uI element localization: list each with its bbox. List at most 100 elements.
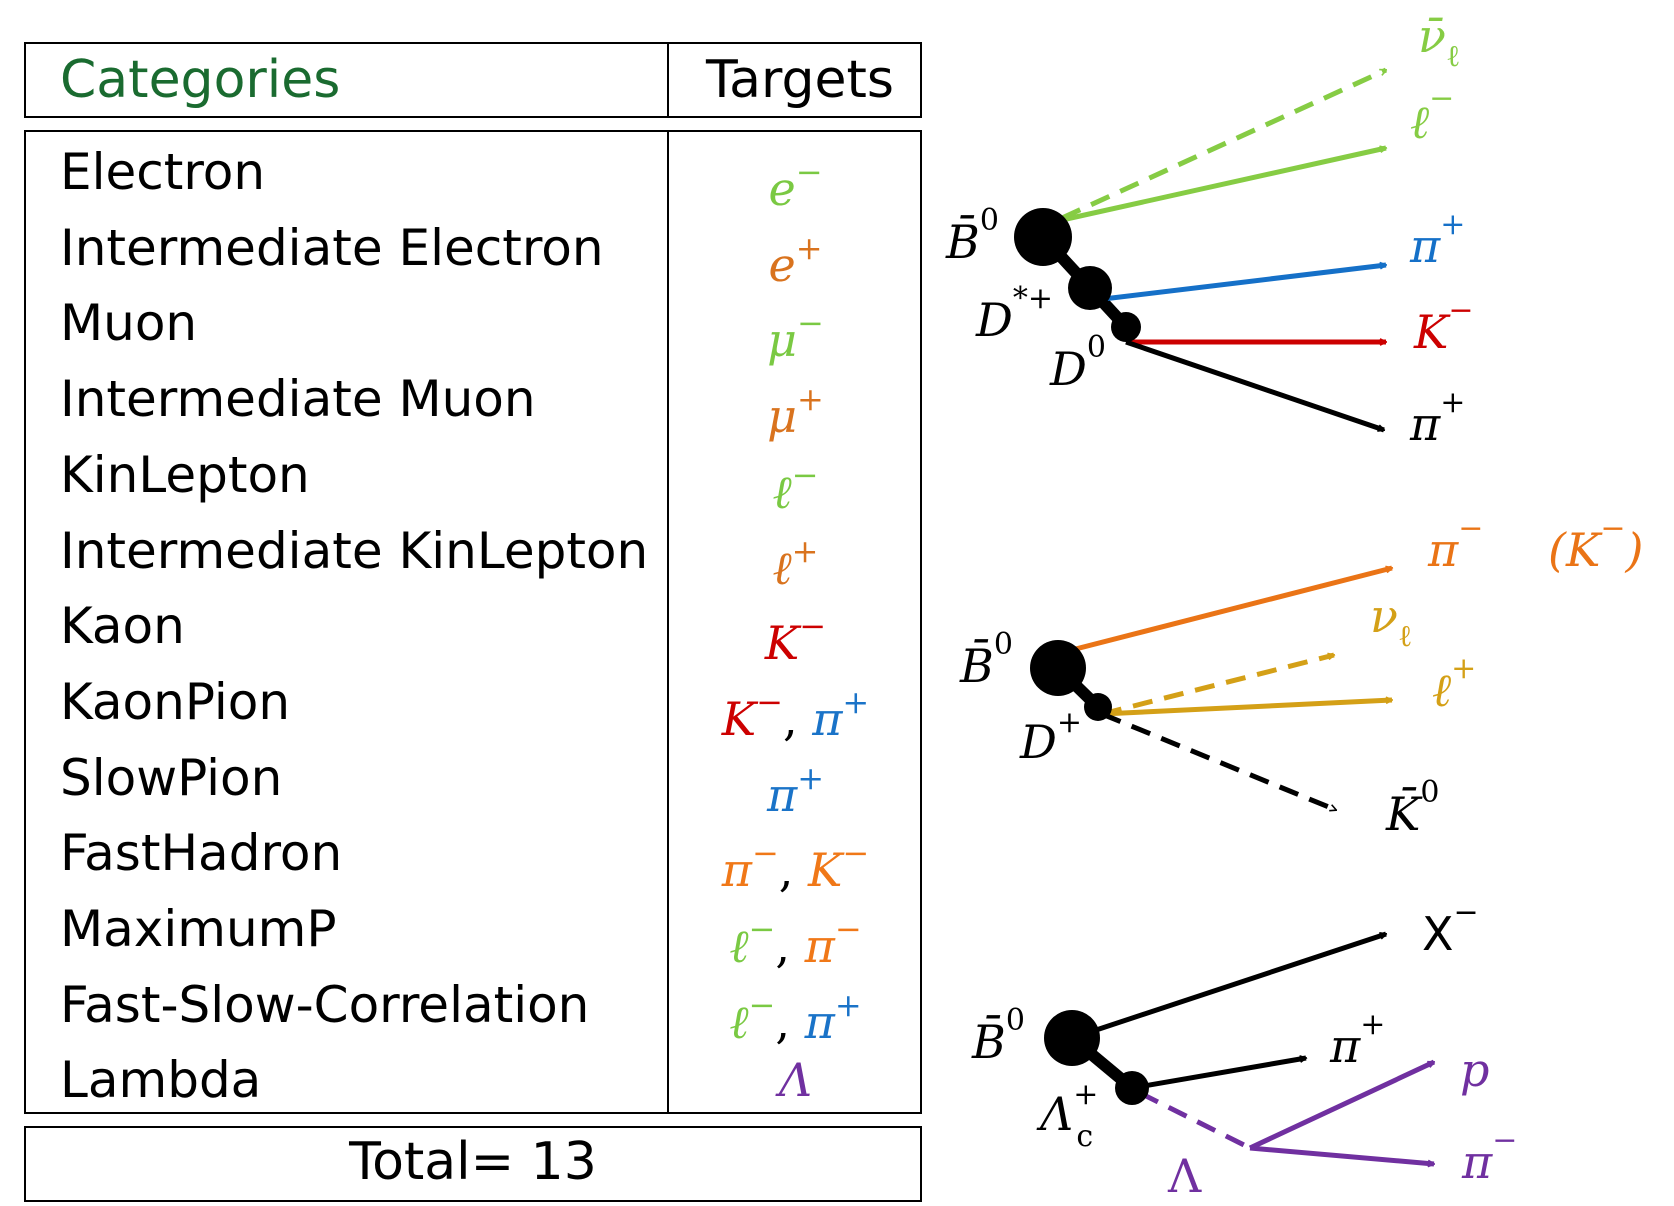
header-categories: Categories (60, 50, 341, 110)
category-label: Muon (60, 294, 198, 353)
target-symbol: ℓ− (729, 985, 776, 1049)
target-symbol: e− (768, 153, 823, 216)
table-row: KaonPion K−, π+ (24, 664, 922, 746)
header-targets: Targets (706, 50, 894, 110)
target-symbol: π− (721, 834, 779, 898)
label-pion-minus-3: π− (1461, 1123, 1517, 1189)
category-label: Fast-Slow-Correlation (60, 975, 590, 1034)
label-Lambda-c: Λ+ c (1036, 1077, 1098, 1154)
table-row: Intermediate KinLepton ℓ+ (24, 513, 922, 595)
target-symbol: π+ (766, 758, 825, 822)
table-row: Muon μ− (24, 285, 922, 367)
target-symbol: π+ (812, 682, 870, 746)
targets-cell: K−, π+ (721, 682, 870, 746)
body-divider (667, 130, 669, 1114)
label-kaon: K− (1413, 293, 1474, 359)
arrow-pion-minus (1059, 565, 1392, 656)
label-K0-bar: K̄0 (1385, 775, 1439, 841)
target-symbol: μ− (767, 304, 824, 368)
arrow-proton (1248, 1059, 1434, 1151)
total-box (24, 1126, 922, 1202)
targets-cell: ℓ− (669, 437, 922, 530)
category-label: KaonPion (60, 672, 291, 731)
label-kaon-alt: (K−) (1548, 511, 1643, 577)
target-symbol: ℓ− (729, 910, 776, 973)
targets-cell: μ+ (669, 361, 922, 454)
label-lepton-plus: ℓ+ (1432, 651, 1476, 717)
diagram-2 (1030, 565, 1392, 813)
label-B-2: B̄0 (959, 627, 1013, 693)
category-label: Intermediate Muon (60, 370, 536, 429)
target-symbol: ℓ+ (772, 531, 819, 595)
target-symbol: K− (721, 682, 783, 746)
table-row: Electron e− (24, 134, 922, 216)
label-nu: νℓ (1370, 589, 1412, 654)
target-symbol: e+ (768, 228, 823, 292)
category-label: Intermediate Electron (60, 218, 604, 277)
arrow-nu-bar (1060, 67, 1386, 221)
targets-cell: ℓ−, π− (729, 910, 862, 973)
arrow-lepton-plus (1101, 700, 1392, 717)
label-X-minus: X− (1422, 895, 1479, 961)
targets-cell: π+ (669, 740, 922, 833)
label-slow-pion: π+ (1409, 207, 1465, 273)
table-row: Fast-Slow-Correlation ℓ−, π+ (24, 967, 922, 1049)
table-row: Intermediate Muon μ+ (24, 361, 922, 443)
vertex-D0 (1111, 312, 1141, 342)
arrow-slow-pion (1094, 265, 1386, 303)
category-label: Lambda (60, 1051, 262, 1110)
category-label: SlowPion (60, 748, 283, 807)
arrow-nu (1101, 652, 1334, 717)
table-row: FastHadron π−, K− (24, 815, 922, 897)
target-symbol: K− (764, 607, 827, 671)
target-symbol: K− (808, 834, 870, 898)
arrow-pion (1125, 339, 1384, 433)
table-header-box (24, 42, 922, 118)
targets-cell: π−, K− (721, 834, 870, 898)
arrow-K0 (1101, 711, 1336, 813)
category-label: MaximumP (60, 900, 337, 958)
label-proton: p (1460, 1043, 1489, 1097)
targets-cell: e− (669, 134, 922, 227)
vertex-Lc (1115, 1071, 1149, 1105)
header-divider (667, 42, 669, 118)
table-body-box (24, 130, 922, 1114)
diagram-3 (1044, 931, 1434, 1164)
table-row: Lambda Λ (24, 1042, 922, 1118)
targets-cell: ℓ−, π+ (729, 985, 862, 1049)
targets-cell: Λ (669, 1042, 922, 1118)
target-symbol: μ+ (767, 380, 824, 444)
total-label: Total= 13 (349, 1132, 597, 1192)
vertex-D (1084, 693, 1112, 721)
label-lepton-minus: ℓ− (1410, 81, 1454, 149)
vertex-B (1014, 208, 1072, 266)
table-row: SlowPion π+ (24, 740, 922, 822)
label-D-plus: D+ (1019, 705, 1082, 769)
label-pion-minus: π− (1427, 511, 1483, 577)
vertex-B (1030, 640, 1086, 696)
target-symbol: π+ (804, 985, 862, 1049)
diagram-1 (1014, 67, 1386, 433)
targets-cell: μ− (669, 285, 922, 378)
label-D0: D0 (1049, 330, 1106, 396)
label-pion-plus-3: π+ (1329, 1007, 1385, 1073)
category-label: KinLepton (60, 445, 310, 504)
arrow-pion-plus (1131, 1058, 1306, 1091)
targets-cell: ℓ+ (669, 513, 922, 606)
target-symbol: Λ (778, 1053, 813, 1108)
targets-cell: K− (669, 588, 922, 681)
label-pion: π+ (1409, 385, 1465, 451)
category-label: Electron (60, 143, 266, 201)
target-symbol: π− (804, 910, 862, 973)
targets-cell: e+ (669, 210, 922, 303)
arrow-pion-minus (1249, 1145, 1434, 1164)
table-row: MaximumP ℓ−, π− (24, 891, 922, 973)
vertex-B (1044, 1010, 1100, 1066)
category-label: FastHadron (60, 824, 343, 883)
label-nu-bar: ν̄ℓ (1418, 9, 1460, 74)
vertex-Dstar (1068, 266, 1112, 310)
label-B-1: B̄0 (945, 203, 999, 269)
target-symbol: ℓ− (772, 455, 819, 519)
lambda-path (1138, 1090, 1252, 1151)
